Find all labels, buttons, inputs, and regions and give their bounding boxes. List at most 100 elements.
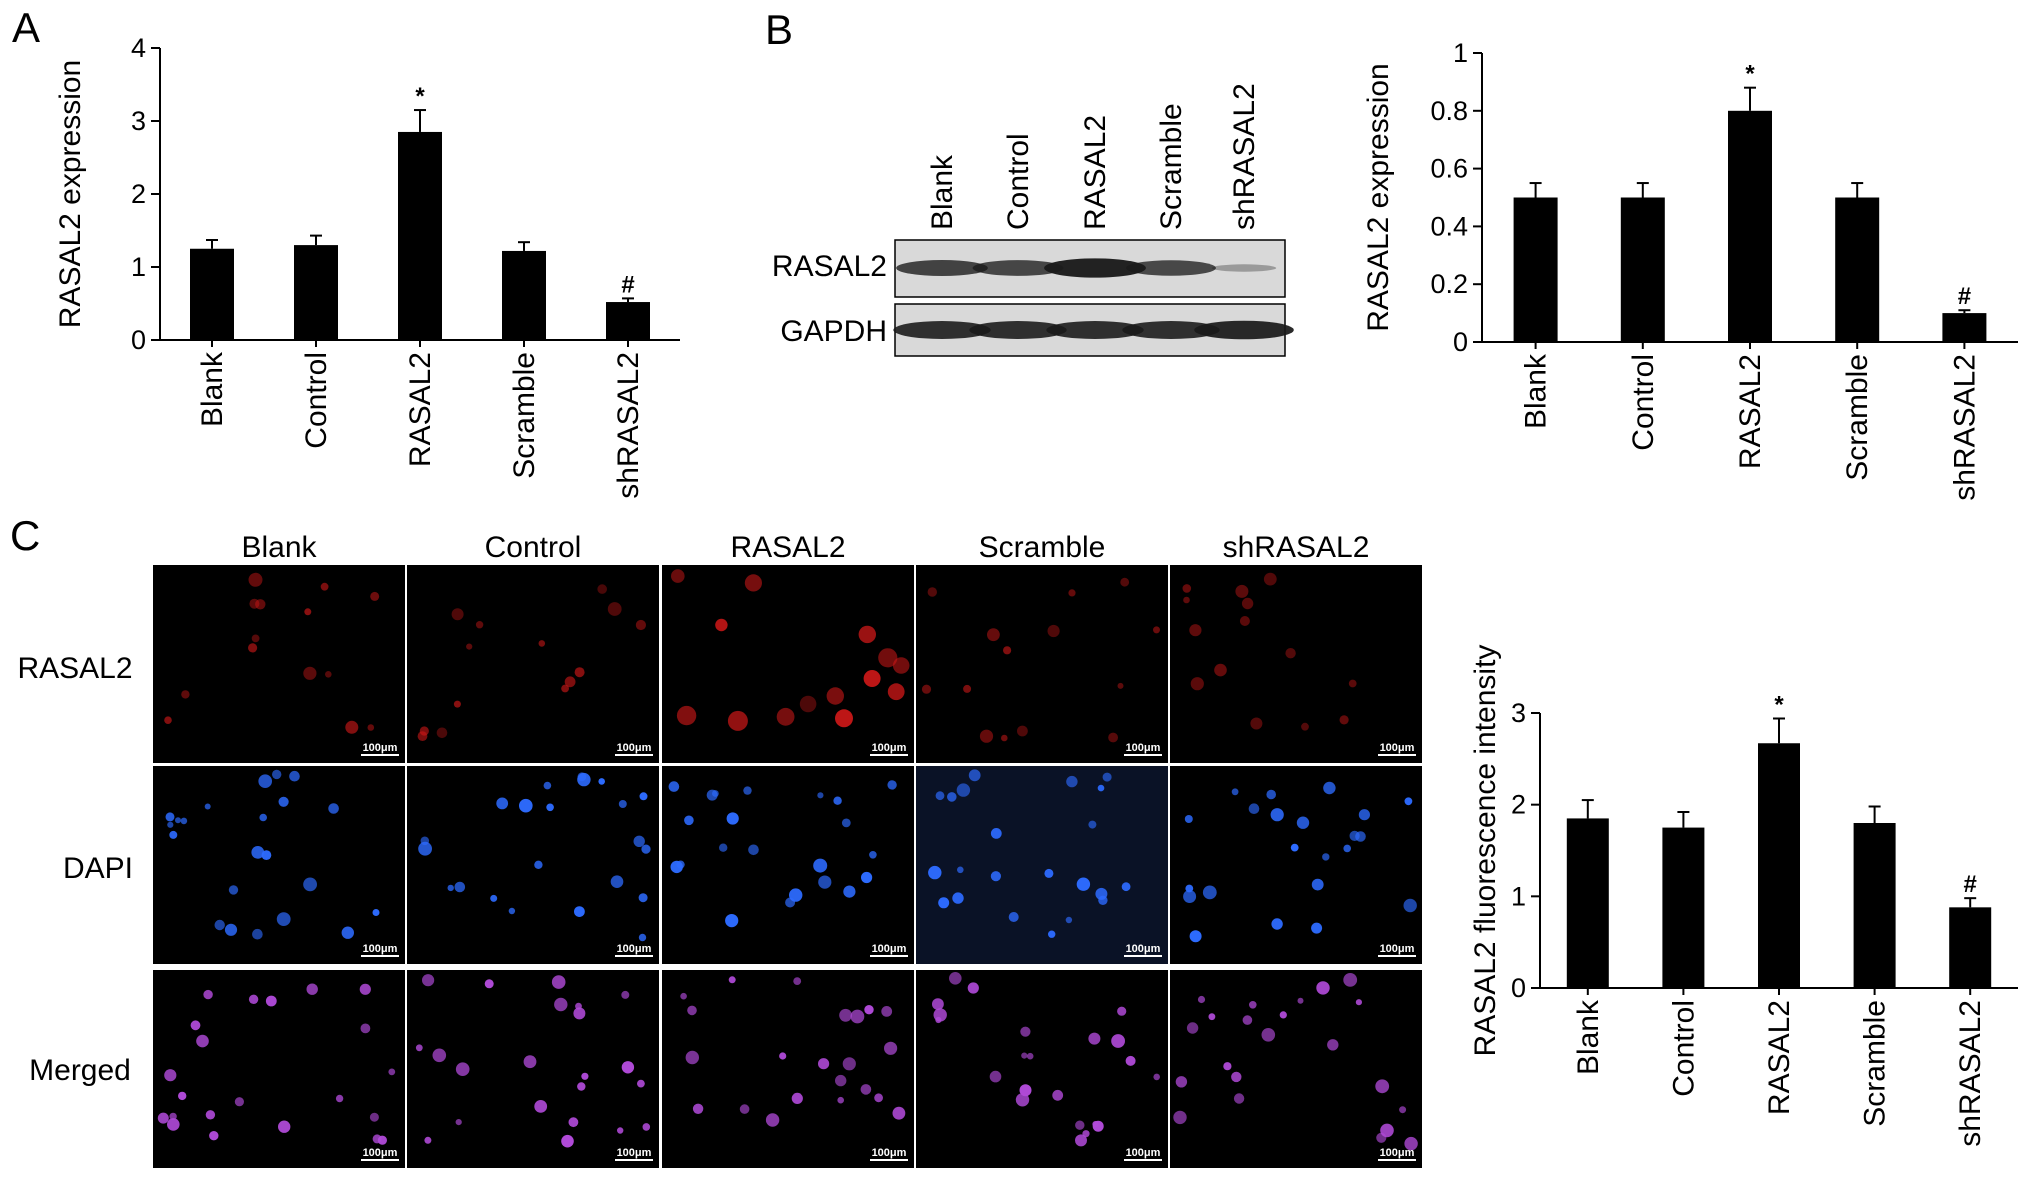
cell-dot	[564, 676, 576, 688]
cell-dot	[538, 640, 546, 647]
cell-dot	[255, 599, 266, 610]
cell-dot	[367, 724, 375, 731]
cell-dot	[1270, 808, 1284, 822]
cell-dot	[209, 1131, 219, 1141]
cell-dot	[642, 1123, 651, 1131]
blot-band	[896, 259, 988, 277]
cell-dot	[1121, 882, 1131, 892]
cell-dot	[581, 1072, 589, 1080]
scale-bar-label: 100μm	[1126, 943, 1161, 955]
cell-dot	[1323, 781, 1336, 795]
scale-bar-label: 100μm	[363, 1147, 398, 1159]
cell-dot	[938, 897, 950, 909]
cell-dot	[1296, 816, 1310, 829]
scale-bar-label: 100μm	[1126, 742, 1161, 754]
blot-band	[1194, 320, 1294, 340]
micrograph-panel	[916, 766, 1168, 964]
cell-dot	[1088, 820, 1097, 829]
cell-dot	[1120, 577, 1130, 587]
bar	[1728, 110, 1772, 342]
cell-dot	[719, 843, 728, 852]
cell-dot	[712, 790, 719, 797]
blot-band	[1122, 321, 1220, 339]
blot-band	[1211, 264, 1277, 272]
cell-dot	[826, 687, 844, 705]
blot-bands	[893, 258, 1294, 340]
scale-bar-label: 100μm	[617, 1147, 652, 1159]
cell-dot	[621, 990, 630, 999]
cell-dot	[779, 1052, 787, 1060]
cell-dot	[739, 1104, 750, 1114]
cell-dot	[987, 628, 1000, 642]
cell-dot	[676, 705, 697, 726]
bar	[1566, 818, 1609, 988]
cell-dot	[248, 643, 258, 653]
category-label: Scramble	[1841, 354, 1874, 481]
panel-label-c: C	[10, 512, 40, 559]
cell-dot	[359, 983, 371, 995]
cell-dot	[370, 591, 380, 601]
cell-dot	[1044, 868, 1054, 878]
cell-dot	[519, 798, 533, 813]
cell-dot	[424, 1136, 432, 1144]
cell-dot	[952, 892, 964, 904]
cell-dot	[1008, 912, 1019, 922]
bar	[190, 248, 234, 340]
cell-dot	[727, 710, 748, 731]
cell-dot	[863, 670, 881, 687]
cell-dot	[990, 871, 1002, 882]
cell-dot	[839, 1008, 852, 1022]
blot-band	[972, 260, 1064, 276]
blot-band	[1126, 260, 1216, 276]
scale-bar-label: 100μm	[363, 742, 398, 754]
cell-dot	[335, 1094, 344, 1103]
y-tick-label: 1	[131, 252, 146, 282]
y-tick-label: 1	[1453, 38, 1468, 68]
y-tick-label: 3	[131, 106, 146, 136]
cell-dot	[1214, 663, 1227, 677]
cell-dot	[1065, 916, 1073, 924]
cell-dot	[228, 885, 239, 895]
cell-dot	[278, 1120, 291, 1133]
cell-dot	[451, 608, 464, 621]
cell-dot	[817, 792, 824, 799]
cell-dot	[1020, 1026, 1031, 1037]
cell-dot	[249, 598, 260, 609]
chart-c: 0 1 2 3 RASAL2 fluorescence intensity Blank Co…	[1469, 645, 2018, 1147]
cell-dot	[635, 619, 647, 631]
significance-marker: #	[1964, 871, 1977, 898]
cell-dot	[577, 772, 591, 787]
cell-dot	[1355, 999, 1362, 1006]
cell-dot	[175, 817, 181, 824]
cell-dot	[561, 1134, 574, 1148]
cell-dot	[265, 995, 277, 1007]
cell-dot	[190, 1020, 201, 1031]
blot-lane-label: shRASAL2	[1228, 83, 1261, 230]
cell-dot	[878, 648, 898, 668]
chart-b: 0 0.2 0.4 0.6 0.8 1 RASAL2 expression Blank Cont…	[1362, 38, 2018, 501]
cell-dot	[234, 1097, 244, 1107]
cell-dot	[496, 797, 509, 810]
cell-dot	[1404, 797, 1413, 806]
cell-dot	[417, 731, 428, 741]
category-label: Blank	[1520, 353, 1553, 429]
cell-dot	[303, 877, 317, 892]
cell-dot	[1153, 1073, 1160, 1081]
cell-dot	[833, 796, 842, 805]
cell-dot	[932, 998, 944, 1010]
cell-dot	[1001, 734, 1008, 742]
cell-dot	[1075, 1120, 1085, 1130]
cell-dot	[248, 572, 263, 587]
y-axis-label: RASAL2 expression	[1362, 63, 1395, 331]
western-blot: Blank Control RASAL2 Scramble shRASAL2 RASAL…	[772, 83, 1294, 357]
cell-dot	[306, 983, 318, 995]
cell-dot	[1311, 922, 1323, 934]
cell-dot	[1231, 788, 1239, 796]
category-label: Blank	[196, 351, 229, 427]
bar	[502, 250, 546, 340]
micrograph-column-header: shRASAL2	[1223, 531, 1370, 564]
blot-row-label-gapdh: GAPDH	[780, 315, 887, 348]
cell-dot	[490, 894, 498, 902]
category-label: Scramble	[508, 352, 541, 479]
